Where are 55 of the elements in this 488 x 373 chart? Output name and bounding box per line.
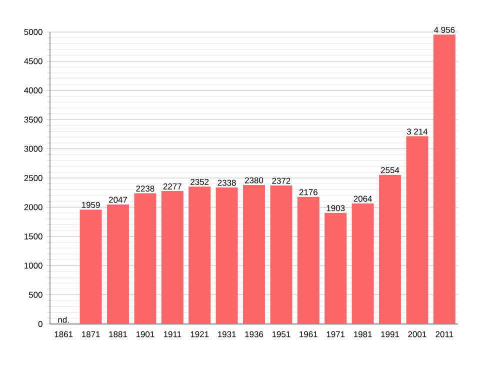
y-tick-label: 1500 [24,233,42,240]
bar [270,185,292,324]
x-tick-label: 1961 [300,331,318,338]
x-tick-label: 1991 [381,331,400,338]
data-label: 2064 [354,196,372,202]
bar [188,186,211,324]
x-tick-label: 1901 [136,331,154,338]
x-tick-label: 1911 [164,331,182,338]
y-tick-label: 2000 [24,204,42,210]
bar [161,191,184,324]
x-tick-label: 1861 [54,331,73,338]
bar [107,204,130,324]
bar [352,203,374,324]
x-tick-label: 1981 [354,331,372,338]
data-label: 2047 [109,196,127,203]
x-tick-label: 1951 [272,331,290,338]
y-tick-label: 1000 [24,262,42,269]
x-tick-label: 2001 [408,331,426,338]
data-label: 2372 [272,178,290,184]
bar [406,136,428,324]
data-label: 2352 [190,178,209,185]
y-tick-label: 5000 [24,29,42,35]
data-label: 1959 [82,202,100,208]
y-tick-label: 3000 [24,146,42,152]
bar [324,212,347,324]
bar [134,193,156,324]
x-tick-label: 2011 [436,331,454,338]
x-tick-label: 1971 [326,331,345,338]
bar [433,34,456,324]
y-tick-label: 500 [28,292,42,298]
bar [216,187,238,324]
y-tick-label: 2500 [24,175,42,181]
data-label: 2338 [218,180,236,186]
y-tick-label: 0 [38,321,42,327]
bar [243,185,266,324]
data-label: 2554 [381,167,400,174]
data-label: 4 956 [434,26,455,33]
x-tick-label: 1936 [245,331,264,338]
bar [297,196,320,324]
data-label: 2238 [136,186,154,192]
data-label: 3 214 [406,128,428,135]
bar [80,210,102,324]
y-tick-label: 4500 [24,58,42,64]
y-tick-label: 3500 [24,116,42,123]
x-tick-label: 1871 [82,331,100,338]
data-label: 2380 [245,177,264,184]
data-label: 2277 [163,183,182,190]
data-label: 1903 [326,205,345,212]
bar [379,174,402,324]
text: nd. [58,316,69,323]
x-tick-label: 1931 [218,331,236,338]
x-tick-label: 1881 [109,331,128,338]
data-label: 2176 [299,189,318,196]
x-tick-label: 1921 [190,331,209,338]
y-tick-label: 4000 [24,87,42,94]
